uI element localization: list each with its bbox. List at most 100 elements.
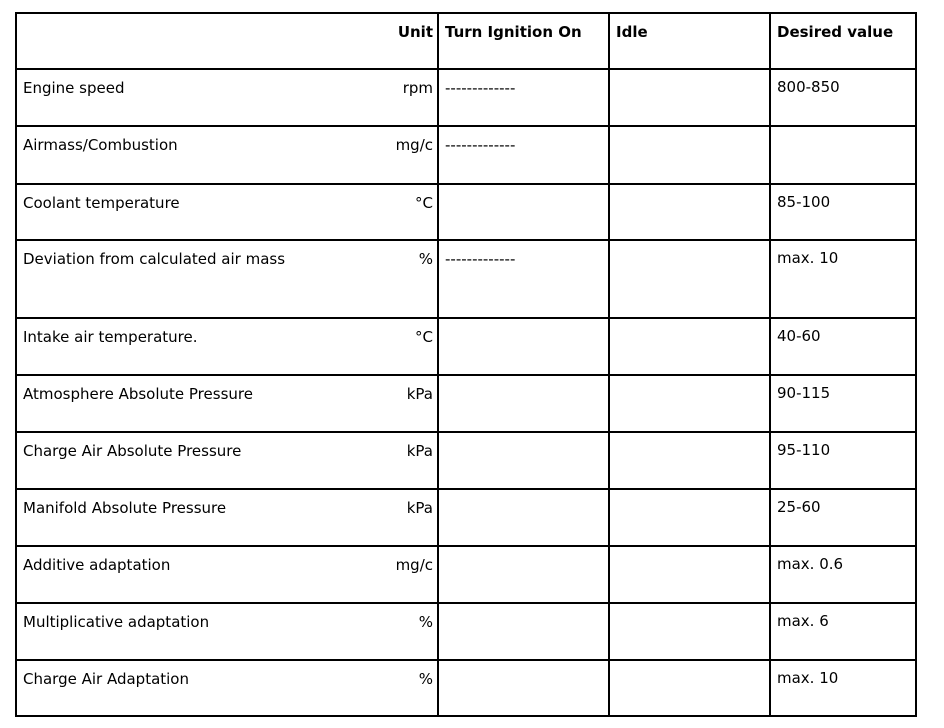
parameter-cell: Multiplicative adaptation%	[15, 602, 439, 661]
idle-cell	[608, 374, 771, 433]
table-row: Atmosphere Absolute Pressure kPa 90-115	[15, 374, 917, 433]
parameter-name: Atmosphere Absolute Pressure	[23, 385, 253, 403]
parameter-wrap: Atmosphere Absolute Pressure kPa	[23, 384, 433, 405]
parameter-cell: Deviation from calculated air mass%	[15, 239, 439, 319]
desired-value: max. 0.6	[777, 555, 844, 573]
parameter-wrap: Intake air temperature. °C	[23, 327, 433, 348]
parameter-wrap: Manifold Absolute Pressure kPa	[23, 498, 433, 519]
table-row: Additive adaptation mg/c max. 0.6	[15, 545, 917, 604]
desired-cell: max. 10	[769, 239, 917, 319]
table-row: Intake air temperature. °C 40-60	[15, 317, 917, 376]
ignition-cell: -------------	[437, 68, 610, 127]
parameter-wrap: Coolant temperature °C	[23, 193, 433, 214]
desired-value: 85-100	[777, 193, 831, 211]
table-row: Airmass/Combustion mg/c -------------	[15, 125, 917, 185]
header-text: Desired value	[777, 23, 894, 41]
desired-cell: max. 6	[769, 602, 917, 661]
parameter-cell: Atmosphere Absolute Pressure kPa	[15, 374, 439, 433]
parameter-cell: Charge Air Absolute Pressure kPa	[15, 431, 439, 490]
idle-cell	[608, 659, 771, 717]
header-text: Turn Ignition On	[445, 23, 582, 41]
desired-value: 800-850	[777, 78, 840, 96]
parameter-cell: Additive adaptation mg/c	[15, 545, 439, 604]
parameter-cell: Charge Air Adaptation%	[15, 659, 439, 717]
parameter-wrap: Airmass/Combustion mg/c	[23, 135, 433, 156]
parameter-name: Airmass/Combustion	[23, 136, 178, 154]
desired-cell: max. 10	[769, 659, 917, 717]
desired-value: 95-110	[777, 441, 831, 459]
parameter-cell: Manifold Absolute Pressure kPa	[15, 488, 439, 547]
unit: kPa	[406, 385, 433, 403]
header-text: Idle	[616, 23, 648, 41]
unit: °C	[415, 328, 433, 346]
idle-cell	[608, 68, 771, 127]
header-cell: Idle	[608, 12, 771, 70]
parameter-name: Charge Air Absolute Pressure	[23, 442, 242, 460]
desired-cell: 800-850	[769, 68, 917, 127]
header-cell: Desired value	[769, 12, 917, 70]
idle-cell	[608, 488, 771, 547]
idle-cell	[608, 125, 771, 185]
unit: mg/c	[395, 136, 433, 154]
desired-value: max. 10	[777, 249, 839, 267]
unit: kPa	[406, 442, 433, 460]
table-row: Coolant temperature °C 85-100	[15, 183, 917, 241]
ignition-cell	[437, 488, 610, 547]
idle-cell	[608, 183, 771, 241]
unit: %	[418, 670, 433, 688]
parameter-wrap: Charge Air Absolute Pressure kPa	[23, 441, 433, 462]
parameter-name: Manifold Absolute Pressure	[23, 499, 227, 517]
parameter-name: Multiplicative adaptation	[23, 613, 210, 631]
table-row: Engine speed rpm ------------- 800-850	[15, 68, 917, 127]
parameter-wrap: Additive adaptation mg/c	[23, 555, 433, 576]
parameter-wrap: Charge Air Adaptation%	[23, 669, 433, 690]
ignition-cell	[437, 602, 610, 661]
ignition-cell	[437, 545, 610, 604]
desired-cell: 85-100	[769, 183, 917, 241]
parameter-wrap: Deviation from calculated air mass%	[23, 249, 433, 270]
table-row: Charge Air Absolute Pressure kPa 95-110	[15, 431, 917, 490]
ignition-value: -------------	[445, 136, 516, 154]
parameter-name: Coolant temperature	[23, 194, 180, 212]
parameter-name: Engine speed	[23, 79, 125, 97]
desired-value: 25-60	[777, 498, 821, 516]
header-row: Unit Turn Ignition On Idle Desired value	[15, 12, 917, 70]
desired-cell	[769, 125, 917, 185]
unit: %	[418, 613, 433, 631]
header-cell: Unit	[15, 12, 439, 70]
parameter-name: Additive adaptation	[23, 556, 171, 574]
ignition-cell	[437, 183, 610, 241]
ignition-value: -------------	[445, 250, 516, 268]
desired-cell: 90-115	[769, 374, 917, 433]
idle-cell	[608, 239, 771, 319]
unit: kPa	[406, 499, 433, 517]
parameter-name: Charge Air Adaptation	[23, 670, 189, 688]
header-text: Unit	[397, 23, 433, 41]
idle-cell	[608, 317, 771, 376]
desired-value: max. 6	[777, 612, 829, 630]
ignition-cell: -------------	[437, 239, 610, 319]
ignition-cell	[437, 659, 610, 717]
desired-cell: 25-60	[769, 488, 917, 547]
ignition-cell	[437, 431, 610, 490]
ignition-cell	[437, 317, 610, 376]
unit: rpm	[402, 79, 433, 97]
table-row: Manifold Absolute Pressure kPa 25-60	[15, 488, 917, 547]
desired-value: max. 10	[777, 669, 839, 687]
desired-cell: 40-60	[769, 317, 917, 376]
unit: °C	[415, 194, 433, 212]
data-table: Unit Turn Ignition On Idle Desired value En…	[15, 12, 917, 717]
unit: %	[418, 250, 433, 268]
idle-cell	[608, 545, 771, 604]
idle-cell	[608, 602, 771, 661]
parameter-name: Deviation from calculated air mass	[23, 250, 286, 268]
ignition-cell: -------------	[437, 125, 610, 185]
desired-value: 90-115	[777, 384, 831, 402]
parameter-cell: Engine speed rpm	[15, 68, 439, 127]
parameter-wrap: Multiplicative adaptation%	[23, 612, 433, 633]
desired-value: 40-60	[777, 327, 821, 345]
ignition-value: -------------	[445, 79, 516, 97]
ignition-cell	[437, 374, 610, 433]
table-row: Charge Air Adaptation% max. 10	[15, 659, 917, 717]
